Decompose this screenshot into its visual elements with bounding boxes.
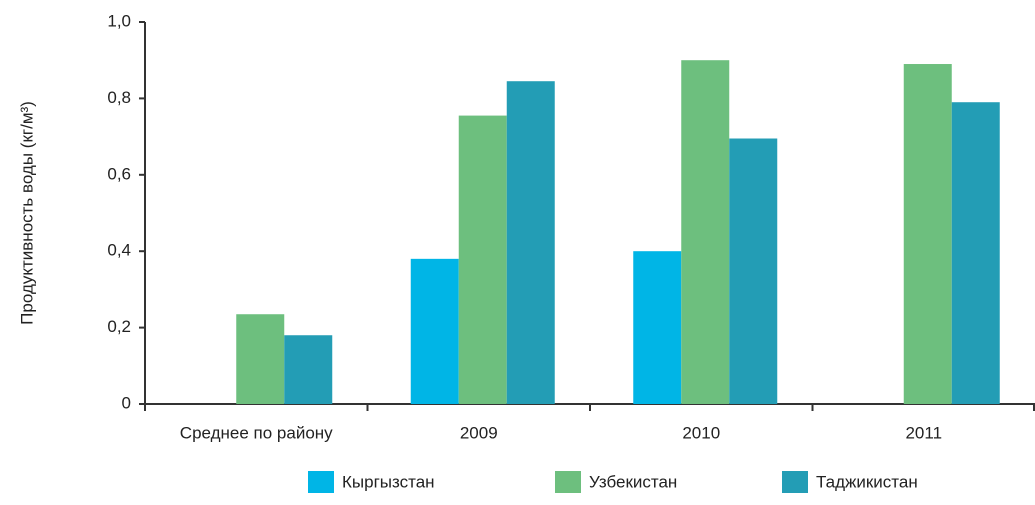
y-tick-label: 0,8 <box>107 88 131 107</box>
bar <box>951 102 1000 404</box>
x-tick-label: 2011 <box>905 423 942 442</box>
legend-swatch <box>782 471 808 493</box>
bar <box>633 251 682 404</box>
legend-label: Кыргызстан <box>342 472 435 491</box>
bar <box>681 60 730 404</box>
x-tick-label: 2010 <box>682 423 720 442</box>
y-tick-label: 0 <box>122 393 131 412</box>
bar <box>458 115 507 404</box>
legend-label: Таджикистан <box>816 472 918 491</box>
bar <box>506 81 555 405</box>
y-axis-label: Продуктивность воды (кг/м³) <box>17 101 36 325</box>
bar <box>236 314 285 404</box>
bar <box>903 64 952 405</box>
bar <box>284 335 333 404</box>
legend-swatch <box>308 471 334 493</box>
y-tick-label: 0,2 <box>107 317 131 336</box>
y-tick-label: 0,4 <box>107 241 131 260</box>
x-tick-label: Среднее по району <box>180 423 333 442</box>
x-tick-label: 2009 <box>460 423 498 442</box>
y-tick-label: 1,0 <box>107 11 131 30</box>
legend-label: Узбекистан <box>589 472 677 491</box>
bar <box>729 138 778 404</box>
y-tick-label: 0,6 <box>107 164 131 183</box>
legend-swatch <box>555 471 581 493</box>
bar <box>410 258 459 404</box>
